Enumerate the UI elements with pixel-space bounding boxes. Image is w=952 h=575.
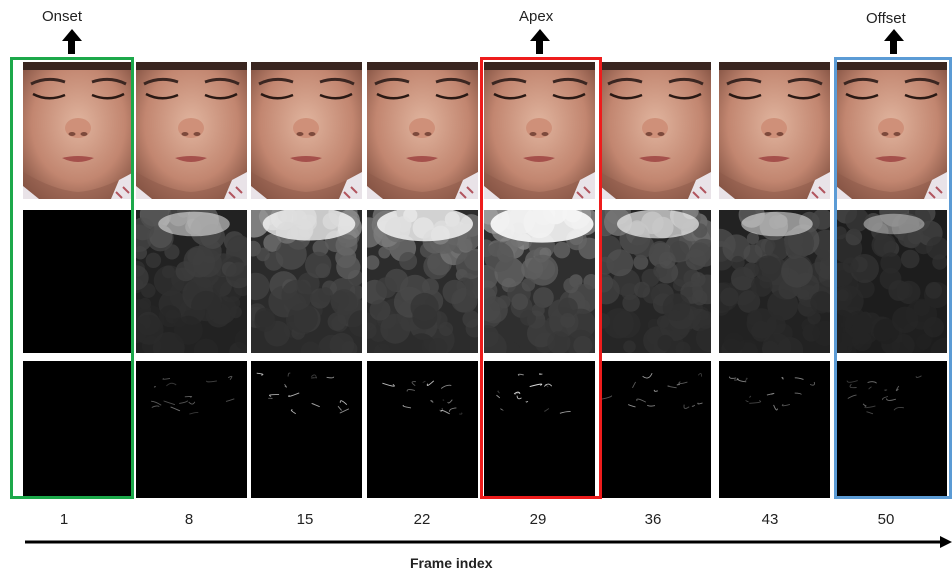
frame-tick: 36 — [644, 511, 662, 528]
motion-magnitude-map — [719, 210, 830, 353]
frame-tick: 22 — [413, 511, 431, 528]
face-photo — [23, 62, 134, 199]
optical-strain-map — [251, 361, 362, 498]
offset-label: Offset — [866, 10, 906, 27]
motion-magnitude-map — [600, 210, 711, 353]
motion-magnitude-map — [23, 210, 134, 353]
motion-magnitude-map — [367, 210, 478, 353]
motion-magnitude-map — [484, 210, 595, 353]
frame-column — [23, 62, 134, 500]
frame-tick: 50 — [877, 511, 895, 528]
face-photo — [600, 62, 711, 199]
optical-strain-map — [600, 361, 711, 498]
frame-column — [600, 62, 711, 500]
frame-column — [836, 62, 947, 500]
motion-magnitude-map — [836, 210, 947, 353]
frame-tick: 43 — [761, 511, 779, 528]
optical-strain-map — [719, 361, 830, 498]
frame-tick: 1 — [59, 511, 69, 528]
face-photo — [136, 62, 247, 199]
optical-strain-map — [836, 361, 947, 498]
axis-label: Frame index — [410, 555, 493, 571]
face-photo — [251, 62, 362, 199]
frame-index-axis — [25, 536, 952, 548]
frame-tick: 29 — [529, 511, 547, 528]
frame-column — [251, 62, 362, 500]
face-photo — [836, 62, 947, 199]
frame-column — [136, 62, 247, 500]
optical-strain-map — [367, 361, 478, 498]
optical-strain-map — [23, 361, 134, 498]
apex-label: Apex — [519, 8, 554, 25]
motion-magnitude-map — [136, 210, 247, 353]
frame-tick: 15 — [296, 511, 314, 528]
onset-label: Onset — [42, 8, 83, 25]
face-photo — [367, 62, 478, 199]
motion-magnitude-map — [251, 210, 362, 353]
frame-column — [367, 62, 478, 500]
optical-strain-map — [484, 361, 595, 498]
frame-column — [719, 62, 830, 500]
frame-tick: 8 — [184, 511, 194, 528]
face-photo — [719, 62, 830, 199]
optical-strain-map — [136, 361, 247, 498]
face-photo — [484, 62, 595, 199]
frame-column — [484, 62, 595, 500]
